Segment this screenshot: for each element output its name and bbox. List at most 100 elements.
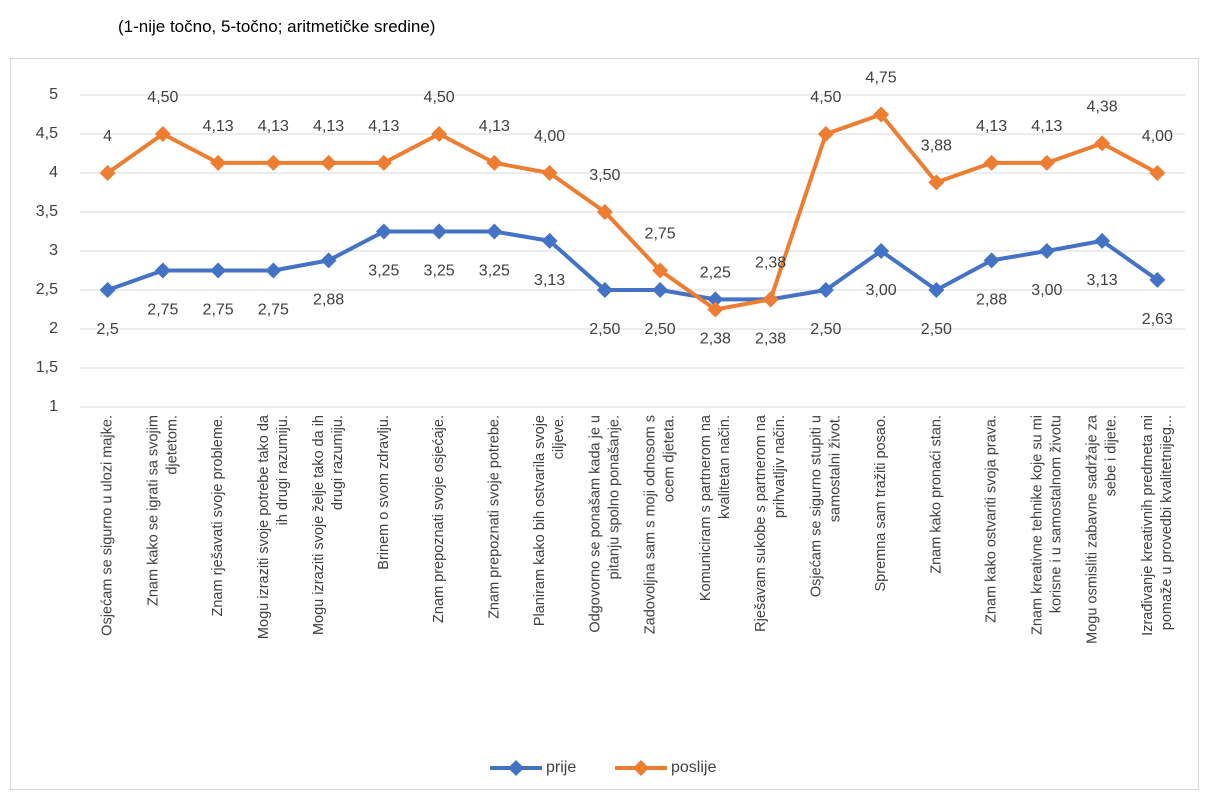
marker bbox=[154, 262, 171, 279]
marker bbox=[707, 291, 724, 308]
data-label: 2,88 bbox=[976, 292, 1007, 309]
marker bbox=[817, 126, 834, 142]
x-tick-label: Znam kako se igrati sa svojim djetetom. bbox=[145, 415, 180, 606]
y-tick-label: 3,5 bbox=[36, 203, 58, 220]
data-label: 2,38 bbox=[755, 255, 786, 272]
data-label: 4,00 bbox=[534, 128, 565, 145]
marker bbox=[99, 165, 116, 181]
legend-label: prije bbox=[546, 759, 576, 776]
y-tick-label: 1,5 bbox=[36, 359, 58, 376]
x-tick-label: Planiram kako bih ostvarila svoje ciljeve… bbox=[532, 415, 567, 626]
x-tick-label: Znam rješavati svoje probleme. bbox=[210, 415, 226, 616]
marker bbox=[1038, 243, 1055, 259]
legend-marker bbox=[633, 760, 649, 776]
data-label: 3,25 bbox=[479, 263, 510, 280]
x-tick-label: Znam prepoznati svoje osjećaje. bbox=[431, 415, 447, 623]
x-tick-label: Izrađivanje kreativnih predmeta mi pomaže… bbox=[1140, 415, 1175, 636]
x-tick-label: Odgovorno se ponašam kada je u pitanju sp… bbox=[587, 415, 622, 633]
x-tick-label: Rješavam sukobe s partnerom na prihvatlji… bbox=[753, 414, 788, 632]
x-tick-label: Znam kako pronaći stan. bbox=[928, 415, 944, 574]
marker bbox=[652, 262, 669, 279]
x-tick-label: Osjećam se sigurno u ulozi majke. bbox=[99, 415, 115, 636]
legend-label: poslije bbox=[671, 759, 716, 776]
x-tick-label: Mogu izraziti svoje želje tako da ih drug… bbox=[311, 415, 346, 635]
marker bbox=[707, 301, 724, 318]
data-label: 4,13 bbox=[976, 118, 1007, 135]
data-label: 3,88 bbox=[921, 138, 952, 155]
data-label: 4,75 bbox=[866, 70, 897, 87]
x-tick-label: Spremna sam tražiti posao. bbox=[873, 415, 889, 592]
marker bbox=[265, 262, 282, 279]
series-line bbox=[106, 229, 1159, 302]
y-tick-label: 2,5 bbox=[36, 281, 58, 298]
marker bbox=[1094, 232, 1111, 249]
data-label: 2,50 bbox=[589, 321, 620, 338]
data-label: 4,50 bbox=[810, 89, 841, 106]
chart-frame bbox=[10, 58, 1199, 790]
data-label: 2,50 bbox=[810, 321, 841, 338]
marker bbox=[375, 223, 392, 240]
marker bbox=[431, 126, 448, 142]
marker bbox=[762, 291, 779, 308]
marker bbox=[1038, 154, 1055, 171]
marker bbox=[320, 154, 337, 171]
data-label: 4,13 bbox=[368, 118, 399, 135]
marker bbox=[154, 126, 171, 142]
data-label: 4,13 bbox=[1031, 118, 1062, 135]
data-label: 3,00 bbox=[866, 282, 897, 299]
marker bbox=[983, 154, 1000, 171]
chart-subtitle: (1-nije točno, 5-točno; aritmetičke sred… bbox=[118, 17, 435, 36]
marker bbox=[210, 262, 227, 279]
data-label: 2,75 bbox=[147, 302, 178, 319]
data-label: 2,63 bbox=[1142, 311, 1173, 328]
data-label: 2,38 bbox=[700, 331, 731, 348]
y-tick-label: 3 bbox=[49, 242, 58, 259]
marker bbox=[99, 282, 116, 298]
data-label: 3,50 bbox=[589, 167, 620, 184]
data-label: 2,38 bbox=[755, 331, 786, 348]
marker bbox=[486, 154, 503, 171]
marker bbox=[486, 223, 503, 240]
x-tick-label: Brinem o svom zdravlju. bbox=[376, 415, 392, 570]
series-line bbox=[106, 112, 1159, 312]
marker bbox=[1094, 135, 1111, 152]
data-label: 4,00 bbox=[1142, 128, 1173, 145]
x-tick-label: Osjećam se sigurno stupiti u samostalni ž… bbox=[808, 415, 843, 597]
data-label: 2,75 bbox=[203, 302, 234, 319]
y-tick-label: 4 bbox=[49, 164, 58, 181]
marker bbox=[431, 223, 448, 240]
marker bbox=[928, 174, 945, 191]
x-tick-label: Komuniciram s partnerom na kvalitetan nač… bbox=[698, 414, 733, 601]
x-tick-label: Mogu izraziti svoje potrebe tako da ih dr… bbox=[256, 414, 291, 639]
marker bbox=[928, 282, 945, 298]
marker bbox=[210, 154, 227, 171]
data-label: 4 bbox=[103, 128, 112, 145]
data-label: 4,13 bbox=[203, 118, 234, 135]
data-label: 4,38 bbox=[1087, 99, 1118, 116]
marker bbox=[596, 282, 613, 298]
marker bbox=[1149, 271, 1166, 288]
data-label: 4,13 bbox=[258, 118, 289, 135]
marker bbox=[983, 252, 1000, 269]
data-label: 4,13 bbox=[313, 118, 344, 135]
data-label: 3,25 bbox=[368, 263, 399, 280]
data-label: 2,5 bbox=[97, 321, 119, 338]
data-label: 3,13 bbox=[534, 272, 565, 289]
data-label: 2,25 bbox=[700, 265, 731, 282]
y-tick-label: 5 bbox=[49, 86, 58, 103]
data-label: 2,75 bbox=[645, 226, 676, 243]
marker bbox=[541, 165, 558, 181]
marker bbox=[320, 252, 337, 269]
x-tick-label: Znam kreativne tehnike koje su mi korisne… bbox=[1029, 415, 1064, 635]
y-tick-label: 2 bbox=[49, 320, 58, 337]
data-label: 3,25 bbox=[424, 263, 455, 280]
marker bbox=[1149, 165, 1166, 181]
legend-marker bbox=[508, 760, 524, 776]
marker bbox=[375, 154, 392, 171]
x-tick-label: Znam kako ostvariti svoja prava. bbox=[983, 415, 999, 623]
y-tick-label: 4,5 bbox=[36, 125, 58, 142]
data-label: 4,50 bbox=[424, 89, 455, 106]
x-tick-label: Mogu osmisliti zabavne sadržaje za sebe i… bbox=[1084, 414, 1119, 644]
